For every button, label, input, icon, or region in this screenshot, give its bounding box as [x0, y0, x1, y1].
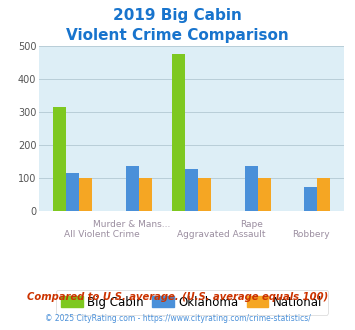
- Text: Aggravated Assault: Aggravated Assault: [177, 230, 266, 239]
- Bar: [172, 54, 185, 211]
- Bar: [79, 178, 92, 211]
- Bar: [198, 178, 211, 211]
- Bar: [245, 166, 258, 211]
- Text: Robbery: Robbery: [292, 230, 330, 239]
- Legend: Big Cabin, Oklahoma, National: Big Cabin, Oklahoma, National: [55, 290, 328, 314]
- Text: Murder & Mans...: Murder & Mans...: [93, 220, 171, 229]
- Bar: [66, 173, 79, 211]
- Text: 2019 Big Cabin: 2019 Big Cabin: [113, 8, 242, 23]
- Bar: [53, 107, 66, 211]
- Text: Compared to U.S. average. (U.S. average equals 100): Compared to U.S. average. (U.S. average …: [27, 292, 328, 302]
- Bar: [304, 187, 317, 211]
- Bar: [185, 169, 198, 211]
- Text: All Violent Crime: All Violent Crime: [65, 230, 140, 239]
- Bar: [126, 166, 139, 211]
- Text: Rape: Rape: [240, 220, 263, 229]
- Bar: [317, 178, 331, 211]
- Bar: [139, 178, 152, 211]
- Text: © 2025 CityRating.com - https://www.cityrating.com/crime-statistics/: © 2025 CityRating.com - https://www.city…: [45, 314, 310, 323]
- Text: Violent Crime Comparison: Violent Crime Comparison: [66, 28, 289, 43]
- Bar: [258, 178, 271, 211]
